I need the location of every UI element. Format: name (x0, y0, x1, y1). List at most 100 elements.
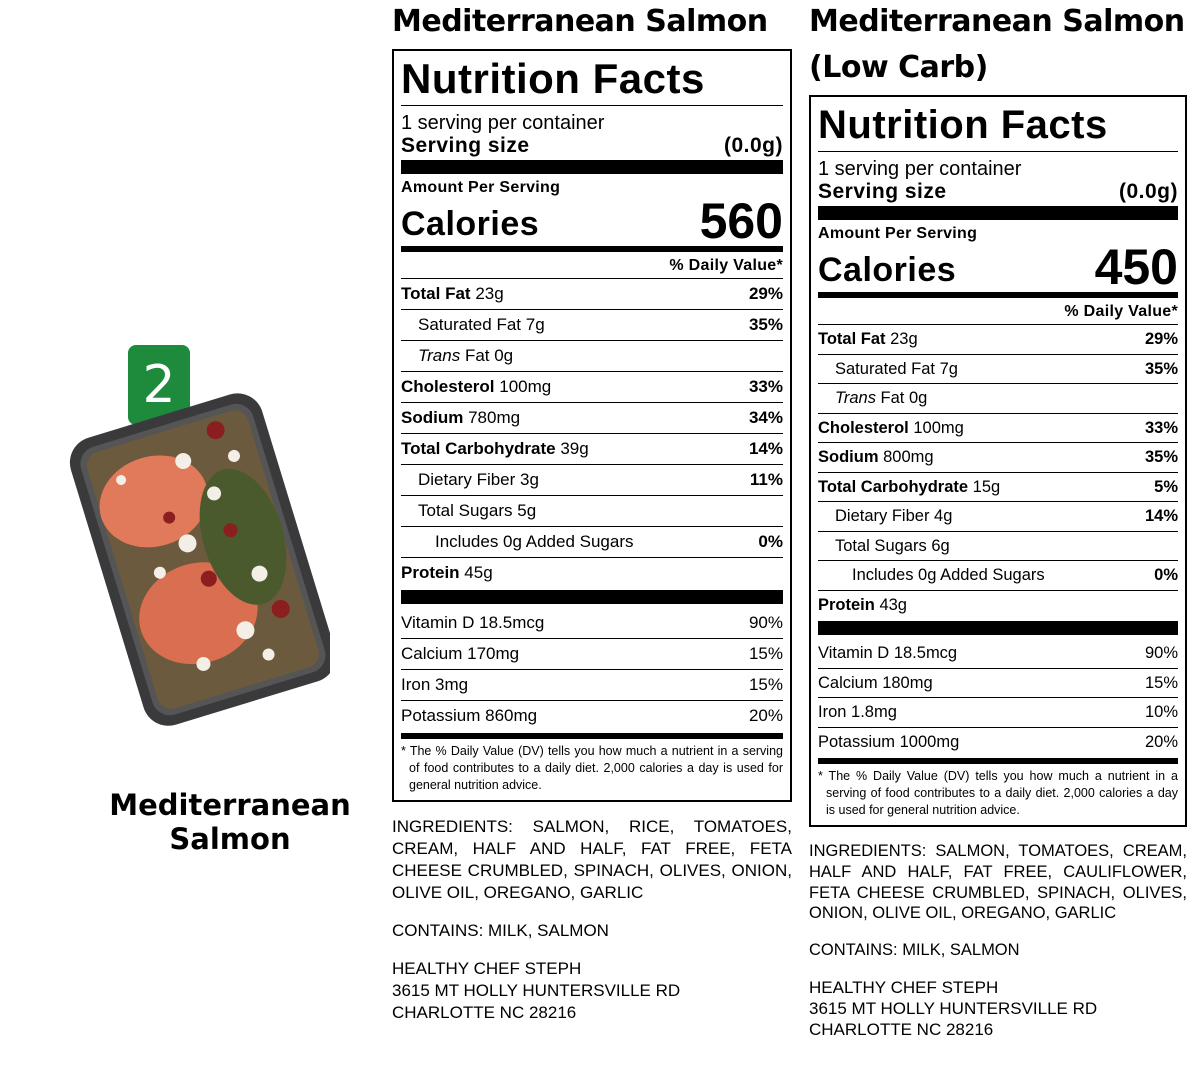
nutrient-row: Saturated Fat 7g 35% (401, 310, 783, 341)
calories-row: Calories 560 (401, 193, 783, 249)
nutrient-name: Cholesterol (401, 377, 495, 396)
address: HEALTHY CHEF STEPH 3615 MT HOLLY HUNTERSV… (809, 977, 1187, 1040)
thick-rule (401, 160, 783, 174)
serving-size: (0.0g) (723, 134, 783, 157)
vitamin: Calcium 170mg (401, 639, 519, 669)
footnote: * The % Daily Value (DV) tells you how m… (818, 769, 1178, 817)
nutrient-name: Total Sugars (835, 536, 927, 555)
nutrient: Saturated Fat 7g (401, 310, 545, 340)
nutrient: Total Fat 23g (401, 279, 504, 309)
nutrient-row: Protein 45g (401, 558, 783, 588)
nutrient-amount: 100mg (913, 418, 964, 437)
feta (116, 449, 275, 671)
daily-value: 14% (748, 439, 783, 458)
address-line: CHARLOTTE NC 28216 (809, 1019, 994, 1039)
daily-value: 5% (1154, 477, 1178, 496)
tomatoes (163, 421, 290, 618)
vitamin-row: Potassium 1000mg 20% (818, 728, 1178, 757)
medium-rule (818, 758, 1178, 764)
vitamin-amount: 170mg (467, 644, 520, 663)
daily-value: 0% (1154, 566, 1178, 584)
nutrient-name: Protein (818, 595, 875, 614)
vitamin-amount: 18.5mcg (479, 613, 545, 632)
nutrient: Includes 0g Added Sugars (401, 527, 633, 557)
serving-size-row: Serving size (0.0g) (401, 134, 783, 158)
nutrient-amount: 7g (939, 359, 958, 378)
calories-label: Calories (401, 205, 540, 243)
nutrient: Total Sugars 6g (818, 532, 950, 561)
serving-size-label: Serving size (401, 134, 530, 157)
daily-value: 15% (1144, 673, 1178, 692)
medium-rule (401, 733, 783, 739)
vitamin-row: Calcium 170mg 15% (401, 639, 783, 670)
vitamin: Calcium 180mg (818, 669, 933, 698)
contains: CONTAINS: MILK, SALMON (809, 941, 1020, 960)
nutrient-name: Dietary Fiber (418, 470, 516, 489)
nutrient-name: Saturated Fat (418, 315, 522, 334)
nutrient-amount: 39g (560, 439, 589, 458)
daily-value: 11% (749, 470, 783, 489)
vitamin-row: Vitamin D 18.5mcg 90% (818, 639, 1178, 669)
nutrient-name: Sodium (401, 408, 464, 427)
vitamin-name: Vitamin D (818, 644, 890, 662)
vitamin-amount: 3mg (435, 675, 469, 694)
daily-value: 20% (748, 706, 783, 725)
nutrient-amount: 7g (525, 315, 545, 334)
vitamin-amount: 860mg (485, 706, 538, 725)
nutrient-row: Total Sugars 6g (818, 532, 1178, 561)
daily-value: 35% (1144, 448, 1178, 466)
nutrient: Total Fat 23g (818, 325, 918, 354)
calories: 560 (699, 193, 783, 249)
vitamin: Potassium 860mg (401, 701, 537, 731)
label-title: Mediterranean Salmon (392, 4, 768, 39)
daily-value: 29% (1144, 330, 1178, 348)
thick-rule (818, 206, 1178, 220)
address-line: HEALTHY CHEF STEPH (809, 977, 999, 997)
nutrient-amount: Fat 0g (880, 389, 928, 407)
vitamin: Vitamin D 18.5mcg (818, 639, 957, 668)
nutrient-row: Total Carbohydrate 39g 14% (401, 434, 783, 465)
daily-value-header: % Daily Value* (818, 300, 1178, 325)
nutrient-row: Includes 0g Added Sugars 0% (401, 527, 783, 558)
nutrient-name: Total Sugars (418, 501, 513, 520)
vitamin-amount: 1.8mg (851, 703, 897, 721)
nutrition-facts: Nutrition Facts 1 serving per container Se… (809, 95, 1187, 827)
calories-row: Calories 450 (818, 239, 1178, 295)
serving-size-label: Serving size (818, 180, 947, 203)
thick-rule (401, 590, 783, 604)
address: HEALTHY CHEF STEPH 3615 MT HOLLY HUNTERSV… (392, 958, 792, 1024)
nutrient-row: Saturated Fat 7g 35% (818, 355, 1178, 384)
vitamin-name: Iron (401, 675, 431, 694)
vitamin-row: Potassium 860mg 20% (401, 701, 783, 731)
vitamin-row: Vitamin D 18.5mcg 90% (401, 608, 783, 639)
daily-value: 20% (1144, 732, 1178, 751)
daily-value: 35% (1144, 359, 1178, 378)
nutrient-row: Total Sugars 5g (401, 496, 783, 527)
nutrient-amount: Fat 0g (464, 346, 514, 365)
nutrient-name: Total Carbohydrate (818, 477, 969, 496)
servings: 1 serving per container (401, 112, 605, 134)
daily-value: 15% (748, 675, 783, 694)
serving-size: (0.0g) (1118, 180, 1178, 203)
nutrient-name: Sodium (818, 448, 879, 466)
nutrient-row: Sodium 800mg 35% (818, 443, 1178, 473)
nutrient: Sodium 780mg (401, 403, 520, 433)
salmon (99, 455, 208, 548)
daily-value: 90% (1144, 644, 1178, 662)
address-line: CHARLOTTE NC 28216 (392, 1003, 577, 1022)
daily-value: 29% (748, 284, 783, 303)
nutrient: Trans Fat 0g (401, 341, 513, 371)
nutrient-name: Total Fat (401, 284, 471, 303)
nutrient-name: Total Fat (818, 330, 886, 348)
footnote: * The % Daily Value (DV) tells you how m… (401, 744, 783, 792)
contains: CONTAINS: MILK, SALMON (392, 921, 609, 940)
nutrient-row: Cholesterol 100mg 33% (401, 372, 783, 403)
vitamin: Iron 3mg (401, 670, 468, 700)
vitamin-name: Iron (818, 703, 847, 721)
badge (128, 345, 190, 425)
nutrient-row: Cholesterol 100mg 33% (818, 414, 1178, 443)
nutrient-amount: 6g (931, 536, 950, 555)
calories: 450 (1094, 239, 1178, 295)
